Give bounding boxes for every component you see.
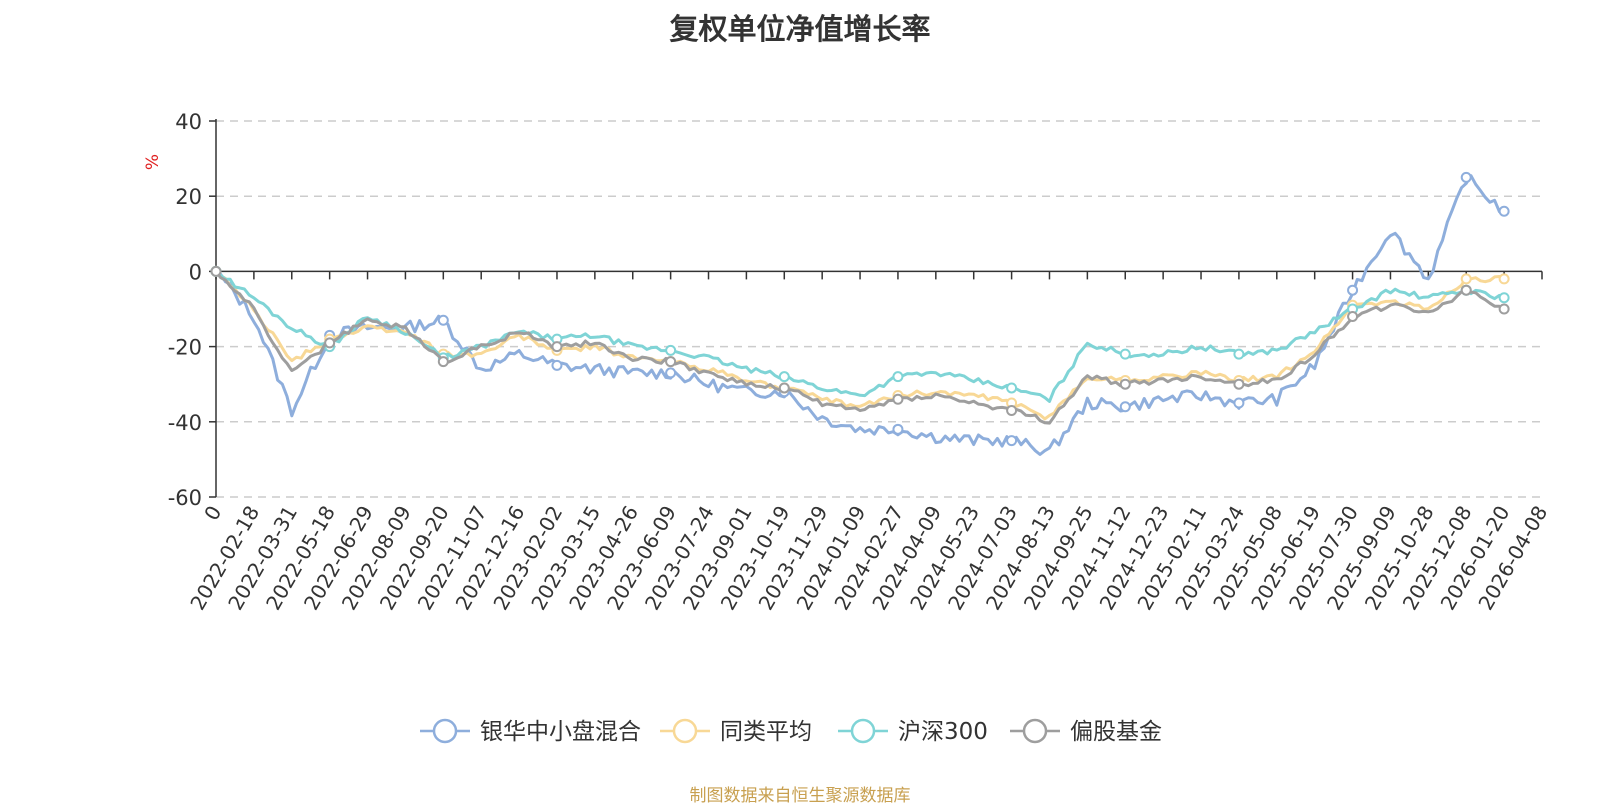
series-line-4 <box>214 270 1505 425</box>
series-4-point <box>210 265 222 277</box>
series-4-point <box>437 356 449 368</box>
series-3-point <box>778 371 790 383</box>
legend-marker-3[interactable] <box>850 718 876 744</box>
series-3-point <box>1006 382 1018 394</box>
y-tick-label: -40 <box>168 411 202 435</box>
source-note: 制图数据来自恒生聚源数据库 <box>689 786 911 806</box>
series-4-point <box>1498 303 1510 315</box>
series-1-point <box>551 359 563 371</box>
series-4-point <box>1119 378 1131 390</box>
y-tick-label: -60 <box>168 486 202 510</box>
series-4-point <box>1233 378 1245 390</box>
series-4-point <box>1347 311 1359 323</box>
y-axis-unit: % <box>143 154 163 170</box>
axes <box>209 119 1543 498</box>
series-1-point <box>665 367 677 379</box>
series-3-point <box>1233 348 1245 360</box>
series-1-point <box>1006 435 1018 447</box>
y-tick-label: 0 <box>189 260 202 284</box>
series-4-point <box>1006 405 1018 417</box>
series-3-point <box>1498 292 1510 304</box>
legend-marker-2[interactable] <box>672 718 698 744</box>
legend-label-1[interactable]: 银华中小盘混合 <box>480 719 641 745</box>
legend[interactable]: 银华中小盘混合 同类平均 沪深300 偏股基金 <box>420 718 1162 745</box>
chart-title: 复权单位净值增长率 <box>669 12 931 46</box>
series-2-point <box>1498 273 1510 285</box>
series-1-point <box>1347 284 1359 296</box>
legend-label-3[interactable]: 沪深300 <box>898 719 988 745</box>
series-4-point <box>1460 284 1472 296</box>
series-1-point <box>437 314 449 326</box>
series-4-point <box>665 356 677 368</box>
y-tick-label: -20 <box>168 336 202 360</box>
series-line-1 <box>215 174 1505 456</box>
series-4-point <box>324 337 336 349</box>
series-3-point <box>1119 348 1131 360</box>
series-line-3 <box>215 270 1505 403</box>
series-2-point <box>1460 273 1472 285</box>
series-lines <box>210 171 1510 456</box>
series-1-point <box>1233 397 1245 409</box>
x-origin-label: 0 <box>199 502 226 525</box>
grid-lines <box>216 120 1542 498</box>
legend-marker-4[interactable] <box>1022 718 1048 744</box>
legend-label-2[interactable]: 同类平均 <box>720 719 812 745</box>
series-4-point <box>778 382 790 394</box>
y-tick-label: 40 <box>175 110 202 134</box>
series-4-point <box>892 393 904 405</box>
series-3-point <box>665 344 677 356</box>
series-1-point <box>1119 401 1131 413</box>
series-1-point <box>1460 171 1472 183</box>
series-3-point <box>892 371 904 383</box>
series-1-point <box>1498 205 1510 217</box>
series-line-2 <box>214 270 1505 421</box>
series-1-point <box>892 423 904 435</box>
series-4-point <box>551 341 563 353</box>
y-tick-label: 20 <box>175 185 202 209</box>
legend-marker-1[interactable] <box>432 718 458 744</box>
legend-label-4[interactable]: 偏股基金 <box>1070 719 1162 745</box>
axis-labels: 40200-20-40-60%02022-02-182022-03-312022… <box>143 110 1552 614</box>
